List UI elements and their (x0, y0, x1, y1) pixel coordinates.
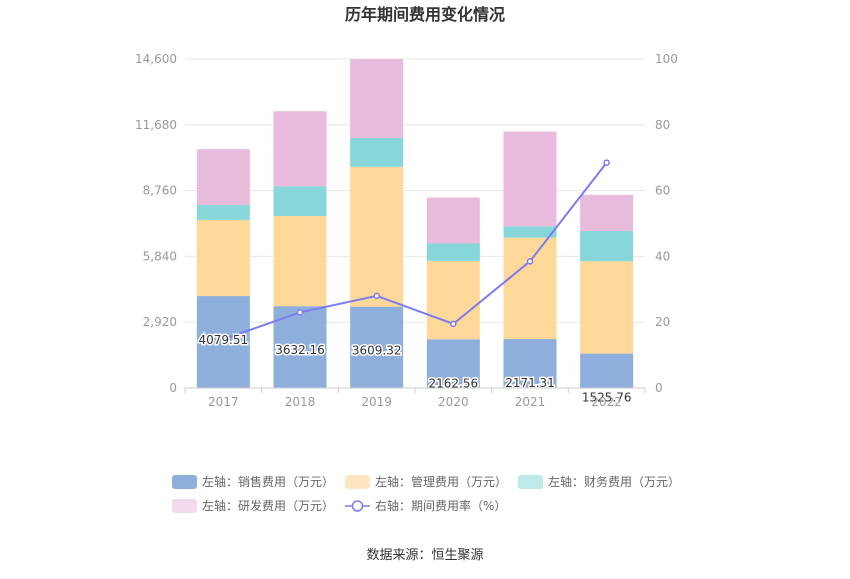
grid-lines (185, 58, 645, 323)
rate-point (220, 336, 227, 343)
line-layer (220, 159, 610, 343)
bar-segment (426, 243, 480, 261)
bar-segment (580, 194, 634, 232)
bar-value-label: 2171.31 (505, 376, 555, 390)
legend-item[interactable]: 左轴：研发费用（万元） (172, 498, 334, 513)
x-axis-tick-label: 2021 (515, 395, 546, 409)
bar-segment (350, 137, 404, 167)
legend-item[interactable]: 左轴：销售费用（万元） (172, 474, 334, 489)
x-axis-tick-label: 2019 (361, 395, 392, 409)
bar-segment (196, 219, 250, 297)
legend: 左轴：销售费用（万元） 左轴：管理费用（万元） 左轴：财务费用（万元） 左轴：研发费用… (172, 474, 680, 513)
bar-value-label: 4079.51 (199, 333, 249, 347)
left-axis-tick-label: 0 (169, 381, 177, 395)
bar-segment (503, 131, 557, 227)
bar-segment (426, 339, 480, 388)
legend-swatch (172, 475, 197, 489)
legend-label: 左轴：研发费用（万元） (202, 498, 334, 513)
bar-segment (350, 59, 404, 138)
axes: 0 2,920 5,840 8,760 11,680 14,600 0 20 40 60 80 100… (135, 52, 678, 409)
x-axis-tick-label: 2017 (208, 395, 239, 409)
legend-label: 左轴：财务费用（万元） (548, 474, 680, 489)
legend-label: 左轴：管理费用（万元） (375, 474, 507, 489)
left-axis-tick-label: 11,680 (135, 118, 177, 132)
left-axis-tick-label: 14,600 (135, 52, 177, 66)
bar-segment (503, 237, 557, 340)
right-axis-tick-label: 40 (655, 249, 670, 263)
bar-segment (503, 339, 557, 388)
chart-title: 历年期间费用变化情况 (345, 5, 505, 24)
bar-segment (580, 261, 634, 354)
rate-point (526, 258, 534, 265)
right-axis-tick-label: 80 (655, 118, 670, 132)
legend-item[interactable]: 左轴：财务费用（万元） (518, 474, 680, 489)
bar-segment (580, 353, 634, 388)
x-axis-tick-label: 2022 (591, 395, 622, 409)
legend-swatch (518, 475, 543, 489)
right-axis-tick-label: 0 (655, 381, 663, 395)
bar-segment (196, 205, 250, 220)
x-axis-tick-label: 2020 (438, 395, 469, 409)
bar-segment (273, 306, 327, 388)
right-axis-tick-label: 60 (655, 184, 670, 198)
right-axis-tick-label: 20 (655, 315, 670, 329)
legend-line-marker (351, 500, 364, 512)
bar-value-label: 1525.76 (582, 391, 632, 405)
left-axis-tick-label: 2,920 (143, 315, 177, 329)
bar-segment (580, 231, 634, 262)
rate-point (296, 309, 304, 316)
left-axis-tick-label: 5,840 (143, 249, 177, 263)
bar-segment (196, 149, 250, 206)
bar-segment (273, 111, 327, 187)
bar-segment (503, 226, 557, 238)
rate-line (223, 162, 608, 341)
rate-point (450, 320, 457, 328)
bar-layer (196, 59, 634, 388)
bar-segment (350, 306, 404, 388)
legend-item[interactable]: 左轴：管理费用（万元） (345, 474, 507, 489)
legend-item[interactable]: 右轴：期间费用率（%） (345, 498, 506, 513)
source-text: 数据来源：恒生聚源 (366, 548, 483, 563)
x-axis-tick-label: 2018 (285, 395, 316, 409)
bar-value-label: 3632.16 (275, 343, 325, 357)
bar-segment (426, 260, 480, 340)
bar-segment (426, 197, 480, 244)
rate-point (603, 159, 610, 166)
legend-swatch (172, 499, 197, 513)
legend-swatch (345, 475, 370, 489)
bar-segment (273, 186, 327, 217)
bar-segment (350, 166, 404, 307)
legend-label: 左轴：销售费用（万元） (202, 474, 334, 489)
right-axis-tick-label: 100 (655, 52, 678, 66)
left-axis-tick-label: 8,760 (143, 184, 177, 198)
legend-label: 右轴：期间费用率（%） (375, 498, 506, 513)
bar-value-label: 3609.32 (352, 344, 402, 358)
rate-point (373, 292, 380, 300)
bar-segment (273, 216, 327, 307)
